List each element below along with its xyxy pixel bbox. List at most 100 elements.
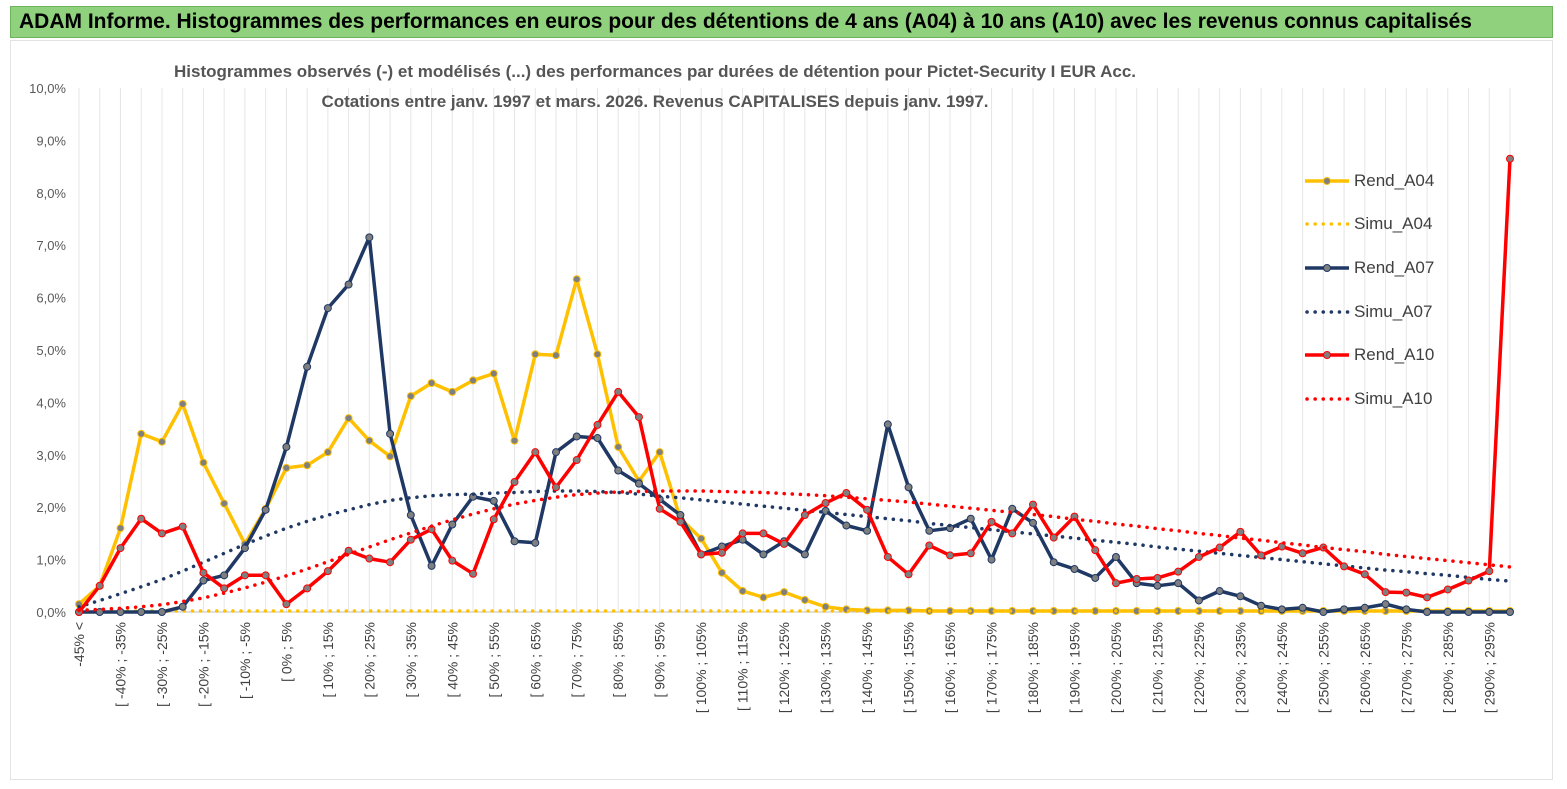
data-point xyxy=(614,466,623,475)
x-tick-label: [ 50% ; 55% xyxy=(486,622,502,698)
data-point xyxy=(199,458,208,467)
x-tick-label: [ 140% ; 145% xyxy=(859,622,875,713)
data-point xyxy=(863,505,872,514)
data-point xyxy=(1464,608,1473,616)
data-point xyxy=(759,593,768,602)
y-tick-label: 5,0% xyxy=(36,343,66,358)
data-point xyxy=(386,452,395,461)
x-tick-label: [ -20% ; -15% xyxy=(195,622,211,707)
legend-item: Rend_A07 xyxy=(1303,246,1453,290)
chart-title-line1: Histogrammes observés (-) et modélisés (… xyxy=(173,62,1137,81)
series-Rend_A10 xyxy=(75,154,1514,616)
data-point xyxy=(178,399,187,408)
x-tick-label: [ 280% ; 285% xyxy=(1440,622,1456,713)
legend-label: Rend_A04 xyxy=(1354,170,1435,190)
data-point xyxy=(1194,596,1203,605)
x-tick-label: [ -10% ; -5% xyxy=(237,622,253,699)
data-point xyxy=(1340,562,1349,571)
data-point xyxy=(800,595,809,604)
y-tick-label: 10,0% xyxy=(29,81,66,96)
legend-swatch xyxy=(1305,351,1349,360)
y-tick-label: 0,0% xyxy=(36,605,66,620)
data-point xyxy=(759,529,768,538)
y-tick-label: 7,0% xyxy=(36,238,66,253)
data-point xyxy=(1277,605,1286,614)
data-point xyxy=(1111,552,1120,561)
data-point xyxy=(1402,588,1411,597)
data-point xyxy=(1506,608,1514,616)
data-point xyxy=(552,448,560,457)
legend-swatch xyxy=(1305,309,1351,314)
x-tick-label: [ 230% ; 235% xyxy=(1232,622,1248,713)
series-Rend_A04 xyxy=(75,275,1514,615)
data-point xyxy=(1008,529,1017,538)
data-point xyxy=(1174,567,1183,576)
data-point xyxy=(1029,500,1037,509)
data-point xyxy=(1319,608,1328,616)
y-tick-label: 6,0% xyxy=(36,291,66,306)
data-point xyxy=(365,436,374,445)
data-point xyxy=(717,548,726,557)
data-point xyxy=(178,602,187,611)
data-point xyxy=(738,529,747,538)
legend-label: Rend_A07 xyxy=(1354,257,1435,277)
data-point xyxy=(821,499,830,508)
data-point xyxy=(925,541,934,550)
data-point xyxy=(1153,573,1162,582)
data-point xyxy=(448,387,457,396)
data-point xyxy=(157,608,166,616)
data-point xyxy=(655,448,664,457)
data-point xyxy=(1485,567,1494,576)
legend-item: Simu_A04 xyxy=(1303,203,1453,247)
x-tick-label: [ 20% ; 25% xyxy=(361,622,377,698)
data-point xyxy=(966,514,975,523)
data-point xyxy=(614,387,623,396)
data-point xyxy=(1153,581,1162,590)
data-point xyxy=(946,551,955,560)
data-point xyxy=(116,544,125,553)
data-point xyxy=(614,442,623,451)
data-point xyxy=(1236,592,1245,601)
x-tick-label: [ 190% ; 195% xyxy=(1066,622,1082,713)
data-point xyxy=(883,552,892,561)
data-point xyxy=(448,556,457,565)
data-point xyxy=(1464,576,1473,585)
data-point xyxy=(282,442,291,451)
legend-label: Simu_A10 xyxy=(1354,388,1433,408)
chart-legend: Rend_A04 Simu_A04 Rend_A07 Simu_A07 Rend_A10… xyxy=(1303,159,1453,421)
legend-swatch xyxy=(1305,222,1351,227)
data-point xyxy=(1277,542,1286,551)
x-tick-label: [ -40% ; -35% xyxy=(112,622,128,707)
series-Simu_A10 xyxy=(77,489,1512,613)
data-point xyxy=(593,434,602,443)
data-point xyxy=(1402,605,1411,614)
data-point xyxy=(1360,570,1369,579)
x-tick-label: [ 60% ; 65% xyxy=(527,622,543,698)
x-tick-label: -45% < xyxy=(71,622,87,667)
data-point xyxy=(1381,600,1390,609)
data-point xyxy=(489,369,498,378)
data-point xyxy=(780,539,789,548)
data-point xyxy=(323,567,332,576)
legend-swatch xyxy=(1305,176,1349,185)
data-point xyxy=(904,483,913,492)
data-point xyxy=(1340,605,1349,614)
data-point xyxy=(323,304,332,313)
report-title: ADAM Informe. Histogrammes des performan… xyxy=(19,10,1472,33)
x-tick-label: [ 110% ; 115% xyxy=(735,622,751,711)
data-point xyxy=(1049,558,1058,567)
data-point xyxy=(489,515,498,524)
data-point xyxy=(1091,546,1100,555)
data-point xyxy=(531,448,540,457)
data-point xyxy=(157,437,166,446)
y-tick-label: 4,0% xyxy=(36,395,66,410)
data-point xyxy=(531,350,540,359)
data-point xyxy=(344,280,353,289)
data-point xyxy=(676,517,685,526)
data-point xyxy=(303,362,312,371)
data-point xyxy=(1194,552,1203,561)
data-point xyxy=(1423,608,1432,616)
data-point xyxy=(386,429,395,438)
x-tick-label: [ 40% ; 45% xyxy=(444,622,460,698)
